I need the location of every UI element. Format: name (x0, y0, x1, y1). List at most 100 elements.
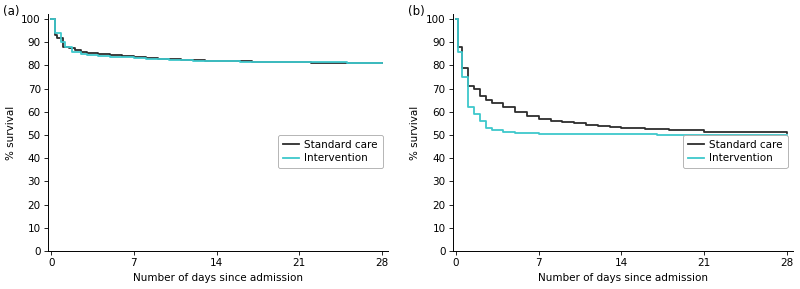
Standard care (76, 50, 86, 53)
Intervention (294, 60, 304, 64)
Legend: Standard care, Intervention: Standard care, Intervention (682, 135, 787, 168)
X-axis label: Number of days since admission: Number of days since admission (133, 273, 302, 284)
Intervention (200, 59, 210, 62)
Standard care (188, 58, 198, 62)
Intervention (377, 61, 386, 64)
Standard care (558, 121, 567, 124)
Standard care (330, 61, 339, 64)
Intervention (522, 131, 532, 135)
Intervention (330, 61, 339, 64)
Standard care (451, 17, 461, 21)
Standard care (510, 110, 520, 114)
Line: Standard care: Standard care (456, 19, 787, 133)
Intervention (271, 60, 281, 64)
Intervention (165, 58, 174, 61)
Intervention (82, 53, 91, 57)
Intervention (153, 57, 162, 61)
Intervention (469, 112, 478, 116)
Intervention (475, 119, 485, 123)
Standard care (534, 117, 543, 121)
Intervention (498, 130, 508, 133)
Intervention (782, 133, 792, 136)
Intervention (342, 61, 351, 64)
Standard care (64, 46, 74, 50)
Intervention (318, 61, 328, 64)
Intervention (188, 59, 198, 62)
X-axis label: Number of days since admission: Number of days since admission (538, 273, 708, 284)
Standard care (699, 130, 709, 133)
Standard care (342, 61, 351, 65)
Intervention (61, 45, 70, 49)
Intervention (354, 61, 363, 64)
Text: (a): (a) (3, 5, 20, 18)
Standard care (176, 58, 186, 61)
Intervention (454, 50, 463, 53)
Standard care (94, 52, 103, 55)
Standard care (118, 54, 127, 58)
Intervention (76, 52, 86, 55)
Standard care (454, 45, 463, 49)
Standard care (605, 125, 614, 129)
Standard care (617, 126, 626, 130)
Standard care (463, 85, 473, 88)
Standard care (58, 45, 68, 49)
Intervention (247, 60, 257, 64)
Intervention (451, 17, 461, 21)
Standard care (235, 60, 245, 63)
Standard care (82, 51, 91, 54)
Standard care (106, 53, 115, 57)
Intervention (129, 56, 138, 60)
Intervention (457, 75, 466, 79)
Intervention (68, 50, 78, 53)
Standard care (271, 60, 281, 64)
Intervention (481, 126, 490, 130)
Standard care (475, 94, 485, 97)
Standard care (593, 124, 602, 127)
Y-axis label: % survival: % survival (410, 105, 421, 160)
Standard care (165, 57, 174, 61)
Standard care (282, 60, 292, 64)
Intervention (235, 60, 245, 63)
Standard care (153, 57, 162, 60)
Intervention (282, 60, 292, 64)
Standard care (498, 105, 508, 109)
Intervention (746, 133, 756, 136)
Intervention (570, 132, 579, 136)
Line: Standard care: Standard care (51, 19, 382, 63)
Intervention (106, 55, 115, 58)
Standard care (377, 61, 386, 65)
Line: Intervention: Intervention (51, 19, 382, 63)
Legend: Standard care, Intervention: Standard care, Intervention (278, 135, 382, 168)
Intervention (366, 61, 375, 64)
Standard care (522, 115, 532, 118)
Standard care (486, 101, 496, 104)
Standard care (546, 119, 555, 123)
Intervention (259, 60, 269, 64)
Line: Intervention: Intervention (456, 19, 787, 135)
Standard care (50, 34, 59, 37)
Standard care (212, 59, 222, 62)
Standard care (52, 36, 62, 39)
Intervention (546, 132, 555, 136)
Intervention (593, 133, 602, 136)
Intervention (699, 133, 709, 136)
Standard care (640, 127, 650, 131)
Intervention (94, 54, 103, 58)
Intervention (534, 132, 543, 135)
Standard care (664, 129, 674, 132)
Intervention (212, 59, 222, 63)
Standard care (457, 66, 466, 70)
Y-axis label: % survival: % survival (6, 105, 15, 160)
Standard care (70, 49, 80, 52)
Standard care (294, 61, 304, 64)
Standard care (582, 123, 591, 126)
Standard care (223, 59, 233, 63)
Intervention (306, 61, 316, 64)
Intervention (510, 131, 520, 134)
Intervention (176, 58, 186, 62)
Intervention (486, 129, 496, 132)
Standard care (129, 55, 138, 59)
Standard care (259, 60, 269, 64)
Intervention (223, 60, 233, 63)
Standard care (46, 17, 56, 21)
